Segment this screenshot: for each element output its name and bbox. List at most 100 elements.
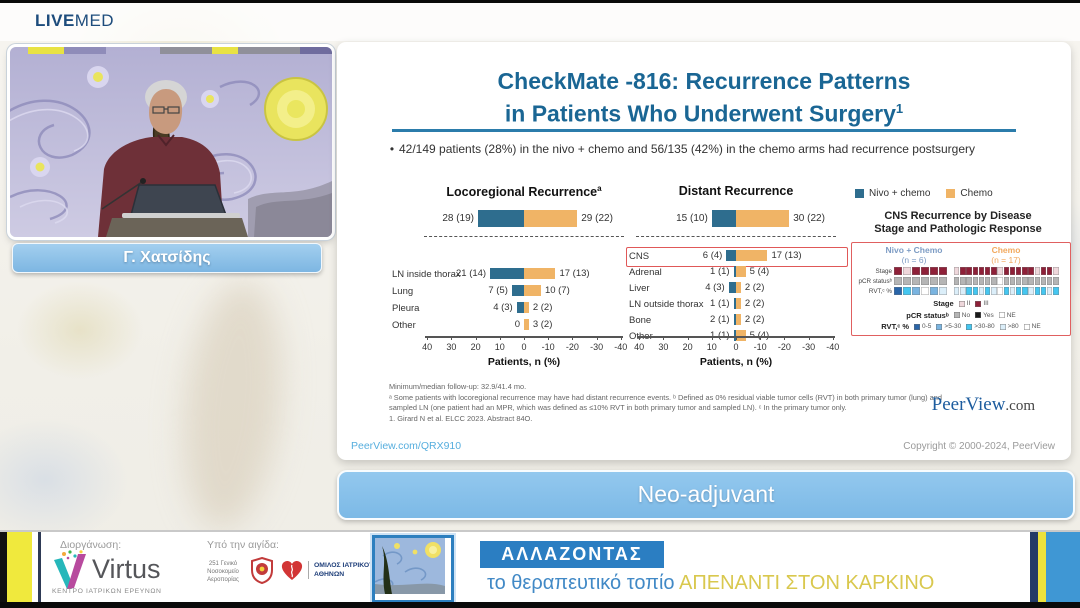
axis-tick-label: 30	[658, 342, 669, 352]
speaker-nameplate: Γ. Χατσίδης	[12, 243, 322, 273]
value-label-left: 4 (3)	[705, 282, 725, 293]
heatmap-legend-swatch	[975, 312, 982, 318]
value-label-right: 17 (13)	[771, 250, 802, 261]
sponsor-footer: Διοργάνωση: Virtus ΚΕΝΤΡΟ ΙΑΤΡΙΚΩΝ ΕΡΕΥΝ…	[0, 530, 1080, 604]
category-label: LN inside thorax	[392, 268, 461, 280]
heatmap-legend-item: 0-5	[914, 323, 931, 330]
heatmap-cell	[991, 277, 997, 285]
value-label-left: 2 (1)	[710, 314, 730, 325]
title-underline	[392, 129, 1016, 132]
axis-tick	[736, 336, 737, 340]
value-label-right: 17 (13)	[559, 268, 590, 279]
heatmap-legend-swatch	[999, 323, 1006, 330]
heatmap-legend-swatch	[998, 312, 1005, 318]
heatmap-cell	[939, 267, 947, 275]
bar-chemo	[736, 298, 741, 309]
peerview-logo-tld: .com	[1005, 398, 1035, 414]
axis-tick-label: -20	[777, 342, 791, 352]
heatmap-cell	[1016, 287, 1022, 295]
peerview-link[interactable]: PeerView.com/QRX910	[351, 440, 462, 452]
heatmap-cell	[1047, 267, 1053, 275]
speaker-video-feed[interactable]	[10, 47, 332, 237]
axis-tick-label: 20	[470, 342, 481, 352]
heatmap-cell	[1040, 287, 1047, 295]
cns-heatmap-box: Nivo + Chemo (n = 6) Chemo (n = 17) Stage pCR…	[851, 242, 1071, 336]
heatmap-cell	[1034, 277, 1040, 285]
footer-divider-line	[38, 532, 41, 604]
slide-title-line1: CheckMate -816: Recurrence Patterns	[497, 68, 911, 94]
value-label-left: 0	[514, 319, 520, 330]
bar-nivo-chemo	[733, 266, 736, 277]
bar-nivo-chemo	[728, 282, 736, 293]
heatmap-cell	[912, 277, 920, 285]
heatmap-cell	[1009, 267, 1016, 275]
bar-nivo-chemo	[516, 302, 524, 313]
category-label: Bone	[629, 314, 652, 326]
chart-legend: Nivo + chemo Chemo	[855, 188, 993, 199]
value-label-left: 1 (1)	[710, 330, 730, 341]
bullet-text: 42/149 patients (28%) in the nivo + chem…	[399, 142, 975, 156]
axis-tick-label: 10	[706, 342, 717, 352]
bar-chemo	[736, 282, 741, 293]
heatmap-cell	[954, 267, 960, 275]
heatmap-cell	[912, 287, 920, 295]
locoregional-recurrence-chart: Locoregional Recurrencea 28 (19) 29 (22) LN…	[392, 184, 637, 389]
heatmap-cell	[960, 277, 966, 285]
value-label-left: 21 (14)	[456, 268, 487, 279]
heatmap-cell	[1047, 277, 1053, 285]
heatmap-cell	[921, 277, 929, 285]
heatmap-legend-item: >30-80	[966, 323, 995, 330]
footer-right-blue-block	[1046, 532, 1080, 604]
starry-night-thumbnail	[372, 535, 454, 603]
axis-tick-label: -10	[753, 342, 767, 352]
cns-panel-title: CNS Recurrence by Disease Stage and Path…	[874, 210, 1042, 235]
heatmap-legend-item: II	[958, 300, 970, 307]
stars	[30, 66, 219, 177]
heatmap-cell	[1028, 267, 1034, 275]
heatmap-cell	[1003, 277, 1009, 285]
x-axis-label: Patients, n (%)	[699, 356, 773, 368]
axis-tick	[784, 336, 786, 340]
chart-title: Distant Recurrence	[678, 184, 794, 198]
heatmap-cell	[997, 267, 1003, 275]
footer-right-navy-stripe	[1030, 532, 1038, 604]
footer-left-edge	[0, 532, 7, 604]
heatmap-group-name: Nivo + Chemo	[885, 245, 943, 255]
heatmap-cell	[903, 277, 911, 285]
heatmap-cell	[930, 287, 938, 295]
livemed-logo-med: MED	[74, 11, 115, 30]
heatmap-legend-row: pCR statusᵇ No Yes NE	[854, 311, 1068, 320]
legend-item-chemo: Chemo	[946, 188, 993, 199]
category-label: CNS	[629, 250, 650, 262]
livemed-logo-live: LIVE	[35, 11, 75, 30]
bar-nivo-chemo	[726, 250, 736, 261]
cns-panel: Nivo + chemo Chemo CNS Recurrence by Dis…	[845, 184, 1071, 396]
heatmap-cell	[894, 267, 902, 275]
axis-tick	[760, 336, 762, 340]
neo-adjuvant-banner-button[interactable]: Neo-adjuvant	[337, 470, 1075, 520]
heatmap-cell	[894, 287, 902, 295]
virtus-subtitle: ΚΕΝΤΡΟ ΙΑΤΡΙΚΩΝ ΕΡΕΥΝΩΝ	[52, 588, 162, 595]
heatmap-cell	[997, 287, 1003, 295]
heatmap-cell	[972, 267, 978, 275]
value-label-right: 5 (4)	[749, 266, 770, 277]
heatmap-cell	[1009, 287, 1016, 295]
presentation-slide: CheckMate -816: Recurrence Patterns in P…	[337, 42, 1071, 460]
heatmap-cell	[1009, 277, 1016, 285]
heatmap-group-name: Chemo	[991, 245, 1021, 255]
heatmap-cell	[1003, 267, 1009, 275]
axis-tick-label: 40	[634, 342, 645, 352]
hill-ridge	[254, 193, 332, 237]
heatmap-cell	[1047, 287, 1053, 295]
heatmap-cell	[978, 287, 985, 295]
axis-tick-label: -10	[541, 342, 555, 352]
bar-nivo-chemo	[511, 285, 524, 296]
heatmap-cell	[894, 277, 902, 285]
category-label: Lung	[392, 285, 414, 297]
bar-nivo-chemo	[490, 268, 524, 279]
heatmap-group-n: (n = 6)	[901, 255, 927, 265]
heatmap-cell	[978, 267, 985, 275]
heatmap-legend-label: RVT,ᶜ %	[881, 322, 909, 331]
heatmap-cell	[921, 267, 929, 275]
slide-title: CheckMate -816: Recurrence Patterns in P…	[337, 67, 1071, 128]
